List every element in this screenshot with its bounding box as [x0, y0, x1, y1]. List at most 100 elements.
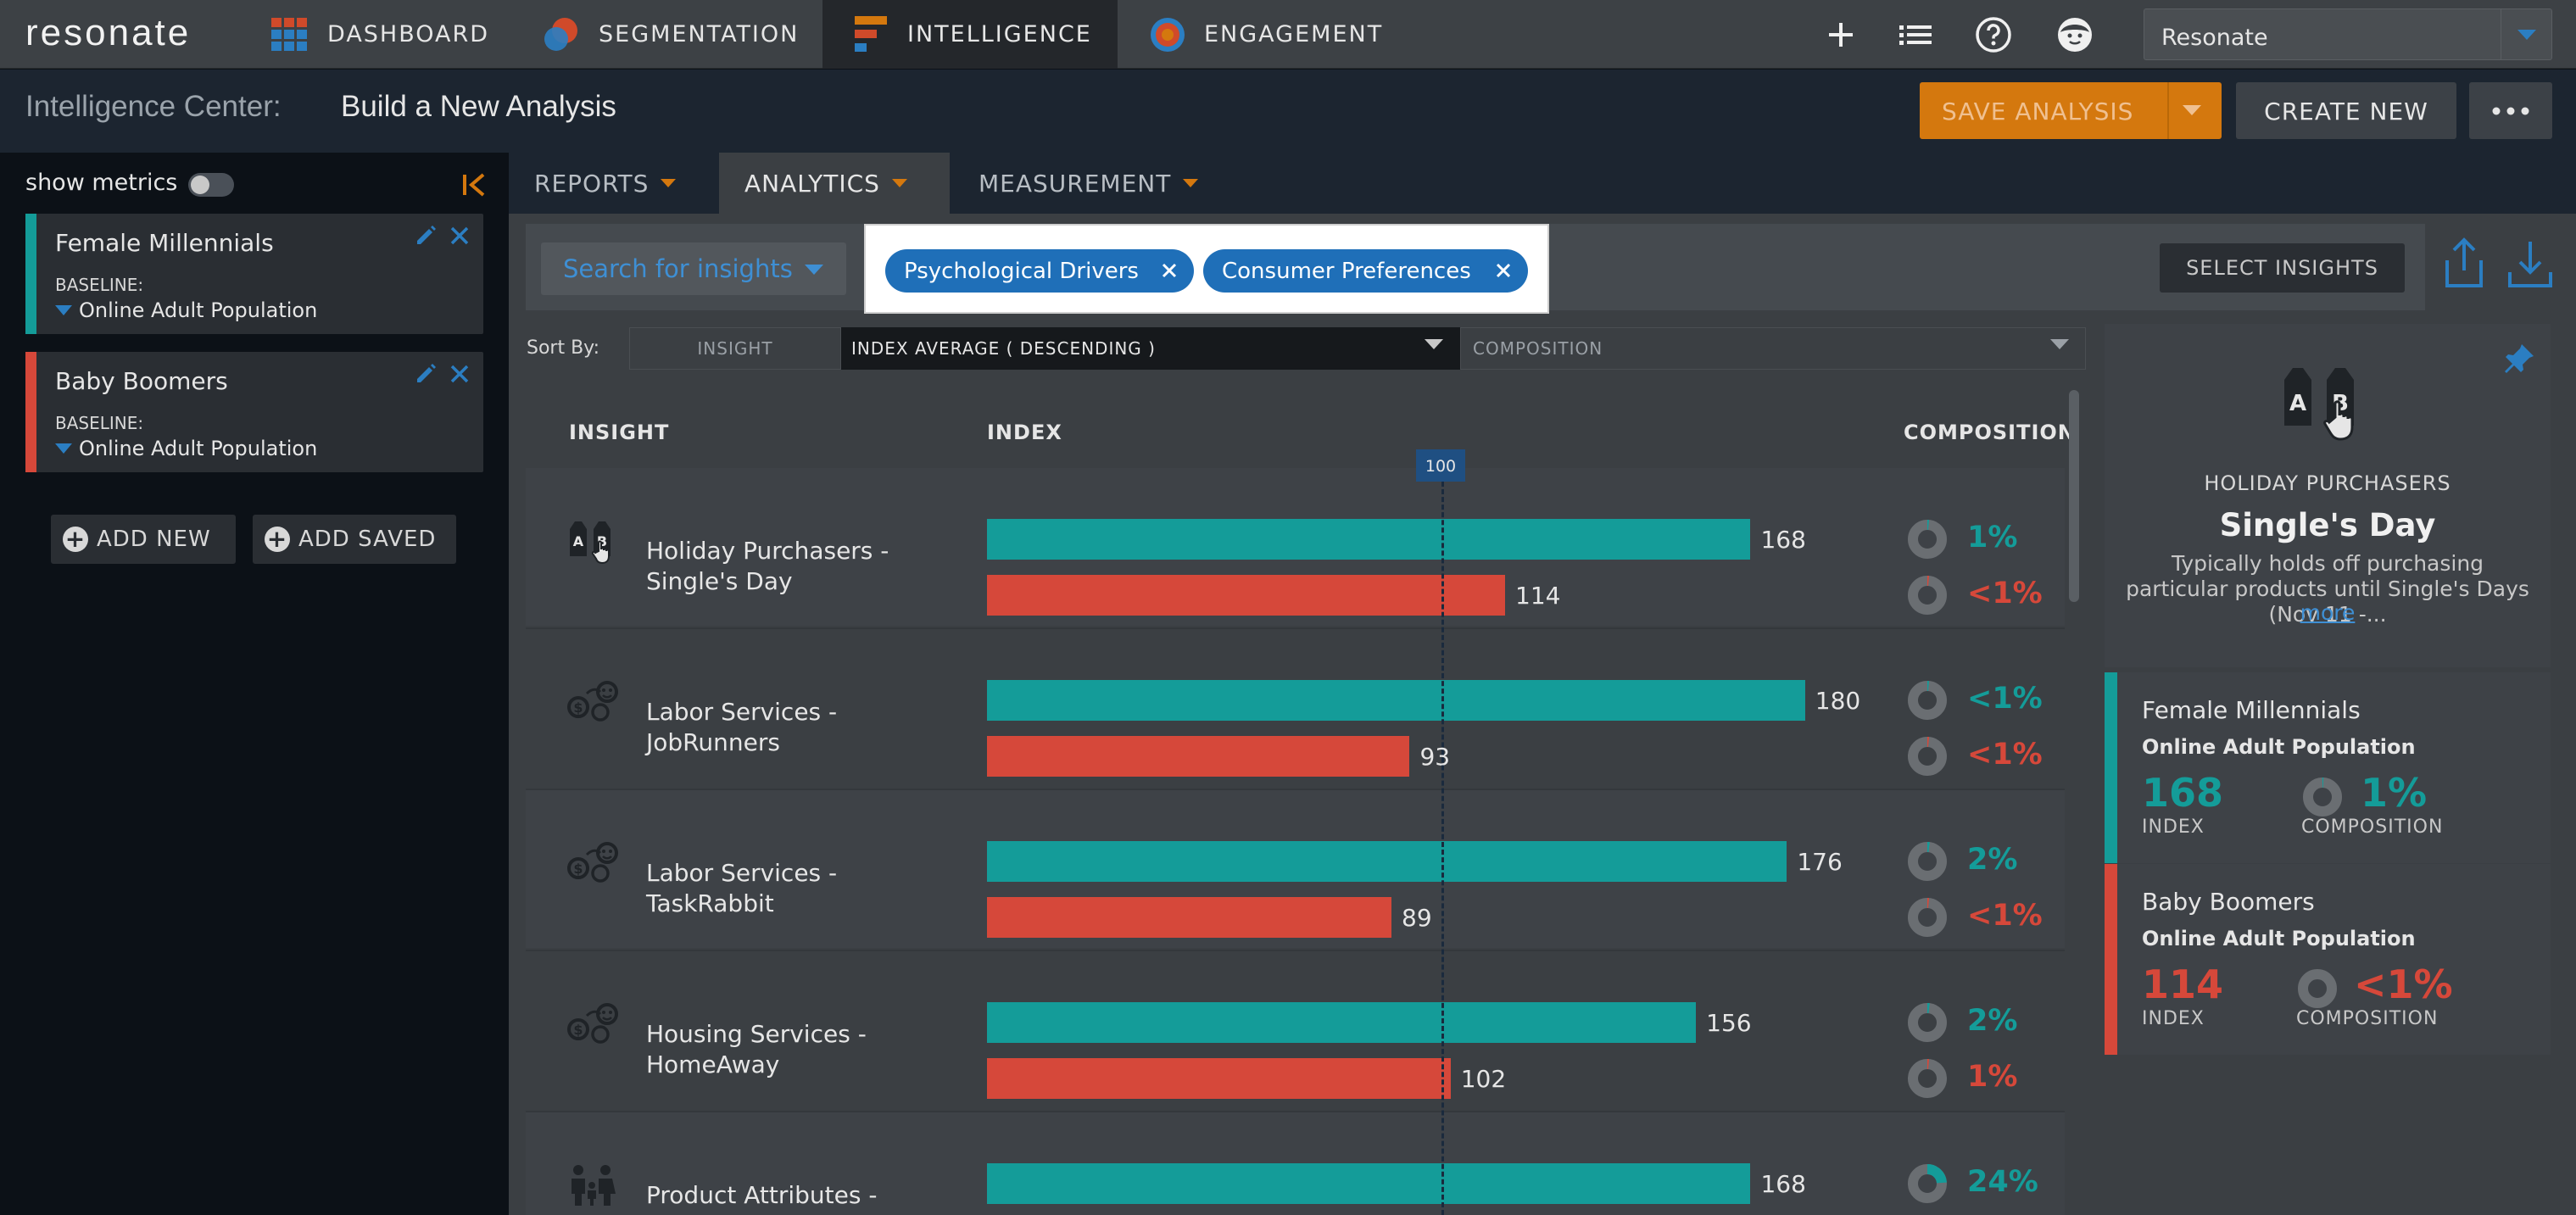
baseline-label: BASELINE: [55, 413, 144, 433]
segment-population: Online Adult Population [2142, 927, 2416, 950]
user-avatar-icon[interactable] [2055, 15, 2094, 54]
close-icon[interactable] [448, 362, 471, 386]
remove-tag-icon[interactable] [1157, 258, 1182, 283]
index-bar-female-millennials[interactable] [987, 841, 1787, 882]
segment-index-label: INDEX [2142, 817, 2205, 838]
nav-tab-intelligence[interactable]: INTELLIGENCE [822, 0, 1118, 69]
insight-name[interactable]: Housing Services - HomeAway [646, 1020, 867, 1078]
share-export-icon[interactable] [2442, 237, 2486, 289]
chevron-down-icon [2501, 9, 2551, 59]
segment-index-value: 168 [2142, 770, 2224, 816]
index-bar-female-millennials[interactable] [987, 519, 1751, 560]
index-bar-baby-boomers[interactable] [987, 897, 1392, 938]
index-bar-baby-boomers[interactable] [987, 736, 1410, 777]
plus-icon[interactable] [1821, 15, 1860, 54]
add-saved-button[interactable]: + ADD SAVED [253, 515, 456, 564]
baseline-dashed-line [1441, 482, 1444, 1215]
remove-tag-icon[interactable] [1491, 258, 1516, 283]
composition-value: 1% [1967, 1060, 2018, 1094]
divider [2167, 82, 2169, 139]
save-analysis-button[interactable]: SAVE ANALYSIS [1920, 82, 2222, 139]
tab-analytics[interactable]: ANALYTICS [719, 153, 950, 214]
composition-value: <1% [1967, 738, 2043, 772]
edit-pencil-icon[interactable] [414, 362, 438, 386]
more-options-button[interactable] [2469, 82, 2552, 139]
index-bar-female-millennials[interactable] [987, 1163, 1751, 1204]
baseline-population[interactable]: Online Adult Population [55, 437, 317, 460]
scrollbar-thumb[interactable] [2069, 390, 2079, 602]
row-divider [526, 1111, 2065, 1112]
index-value-label: 180 [1815, 687, 1861, 715]
tab-reports[interactable]: REPORTS [509, 153, 719, 214]
segment-card-female-millennials[interactable]: Female Millennials BASELINE: Online Adul… [25, 214, 483, 334]
caret-down-icon [804, 265, 823, 275]
account-select[interactable]: Resonate [2144, 8, 2552, 60]
tab-label: REPORTS [534, 169, 650, 198]
caret-down-icon [55, 305, 72, 315]
chevron-down-icon[interactable] [2183, 105, 2201, 115]
sort-option-composition[interactable]: COMPOSITION [1460, 327, 2086, 370]
select-insights-button[interactable]: SELECT INSIGHTS [2160, 243, 2405, 293]
segment-color-bar [25, 352, 36, 472]
composition-donut-icon [1906, 574, 1949, 616]
segment-name: Female Millennials [2142, 696, 2361, 724]
tag-psychological-drivers[interactable]: Psychological Drivers [885, 249, 1194, 293]
sort-option-insight[interactable]: INSIGHT [629, 327, 841, 370]
save-analysis-label: SAVE ANALYSIS [1942, 98, 2134, 125]
composition-donut-icon [1906, 896, 1949, 939]
add-new-button[interactable]: + ADD NEW [51, 515, 236, 564]
tag-consumer-preferences[interactable]: Consumer Preferences [1203, 249, 1528, 293]
index-bar-baby-boomers[interactable] [987, 1058, 1451, 1099]
svg-text:$: $ [573, 861, 583, 877]
index-value-label: 176 [1797, 848, 1843, 876]
sort-option-label: COMPOSITION [1473, 338, 1603, 359]
collapse-sidebar-icon[interactable] [461, 172, 487, 198]
search-insights-dropdown[interactable]: Search for insights [541, 242, 846, 295]
account-name: Resonate [2161, 25, 2268, 51]
nav-tab-label: ENGAGEMENT [1204, 21, 1384, 47]
insight-name[interactable]: Labor Services - JobRunners [646, 698, 838, 756]
segment-card-baby-boomers[interactable]: Baby Boomers BASELINE: Online Adult Popu… [25, 352, 483, 472]
index-bar-baby-boomers[interactable] [987, 575, 1506, 616]
nav-tab-dashboard[interactable]: DASHBOARD [271, 0, 493, 69]
close-icon[interactable] [448, 224, 471, 248]
tab-label: ANALYTICS [744, 169, 880, 198]
chevron-down-icon[interactable] [2050, 339, 2069, 351]
composition-donut-icon [1906, 840, 1949, 883]
pin-icon[interactable] [2501, 341, 2537, 376]
index-bar-female-millennials[interactable] [987, 680, 1805, 721]
resonate-logo[interactable]: resonate [25, 12, 192, 53]
insight-name[interactable]: Product Attributes - [646, 1181, 878, 1209]
segment-color-bar [2105, 864, 2117, 1055]
download-icon[interactable] [2506, 238, 2554, 289]
nav-tab-engagement[interactable]: ENGAGEMENT [1150, 0, 1421, 69]
more-link[interactable]: more [2300, 600, 2356, 625]
baseline-population[interactable]: Online Adult Population [55, 298, 317, 322]
index-value-label: 156 [1706, 1009, 1752, 1037]
help-icon[interactable] [1974, 15, 2013, 54]
index-bar-female-millennials[interactable] [987, 1002, 1697, 1043]
sort-option-index-average[interactable]: INDEX AVERAGE ( DESCENDING ) [841, 327, 1460, 370]
chevron-down-icon[interactable] [1425, 339, 1443, 351]
list-icon[interactable] [1896, 15, 1935, 54]
create-new-button[interactable]: CREATE NEW [2236, 82, 2456, 139]
plus-circle-icon: + [265, 527, 290, 552]
segment-population: Online Adult Population [2142, 735, 2416, 759]
composition-donut-icon [2301, 776, 2344, 818]
insight-name[interactable]: Labor Services - TaskRabbit [646, 859, 838, 917]
intelligence-bars-icon [855, 15, 889, 53]
segment-composition-label: COMPOSITION [2296, 1008, 2439, 1029]
money-faces-icon: $ [566, 1000, 621, 1046]
insight-name[interactable]: Holiday Purchasers - Single's Day [646, 537, 889, 595]
segment-color-bar [2105, 672, 2117, 863]
index-value-label: 89 [1402, 904, 1432, 932]
svg-text:A: A [2289, 391, 2306, 416]
show-metrics-toggle[interactable] [188, 173, 234, 197]
tab-measurement[interactable]: MEASUREMENT [953, 153, 1238, 214]
composition-value: <1% [1967, 899, 2043, 933]
index-value-label: 168 [1760, 1170, 1806, 1198]
nav-tab-segmentation[interactable]: SEGMENTATION [543, 0, 814, 69]
edit-pencil-icon[interactable] [414, 224, 438, 248]
page-title: Build a New Analysis [341, 90, 616, 123]
